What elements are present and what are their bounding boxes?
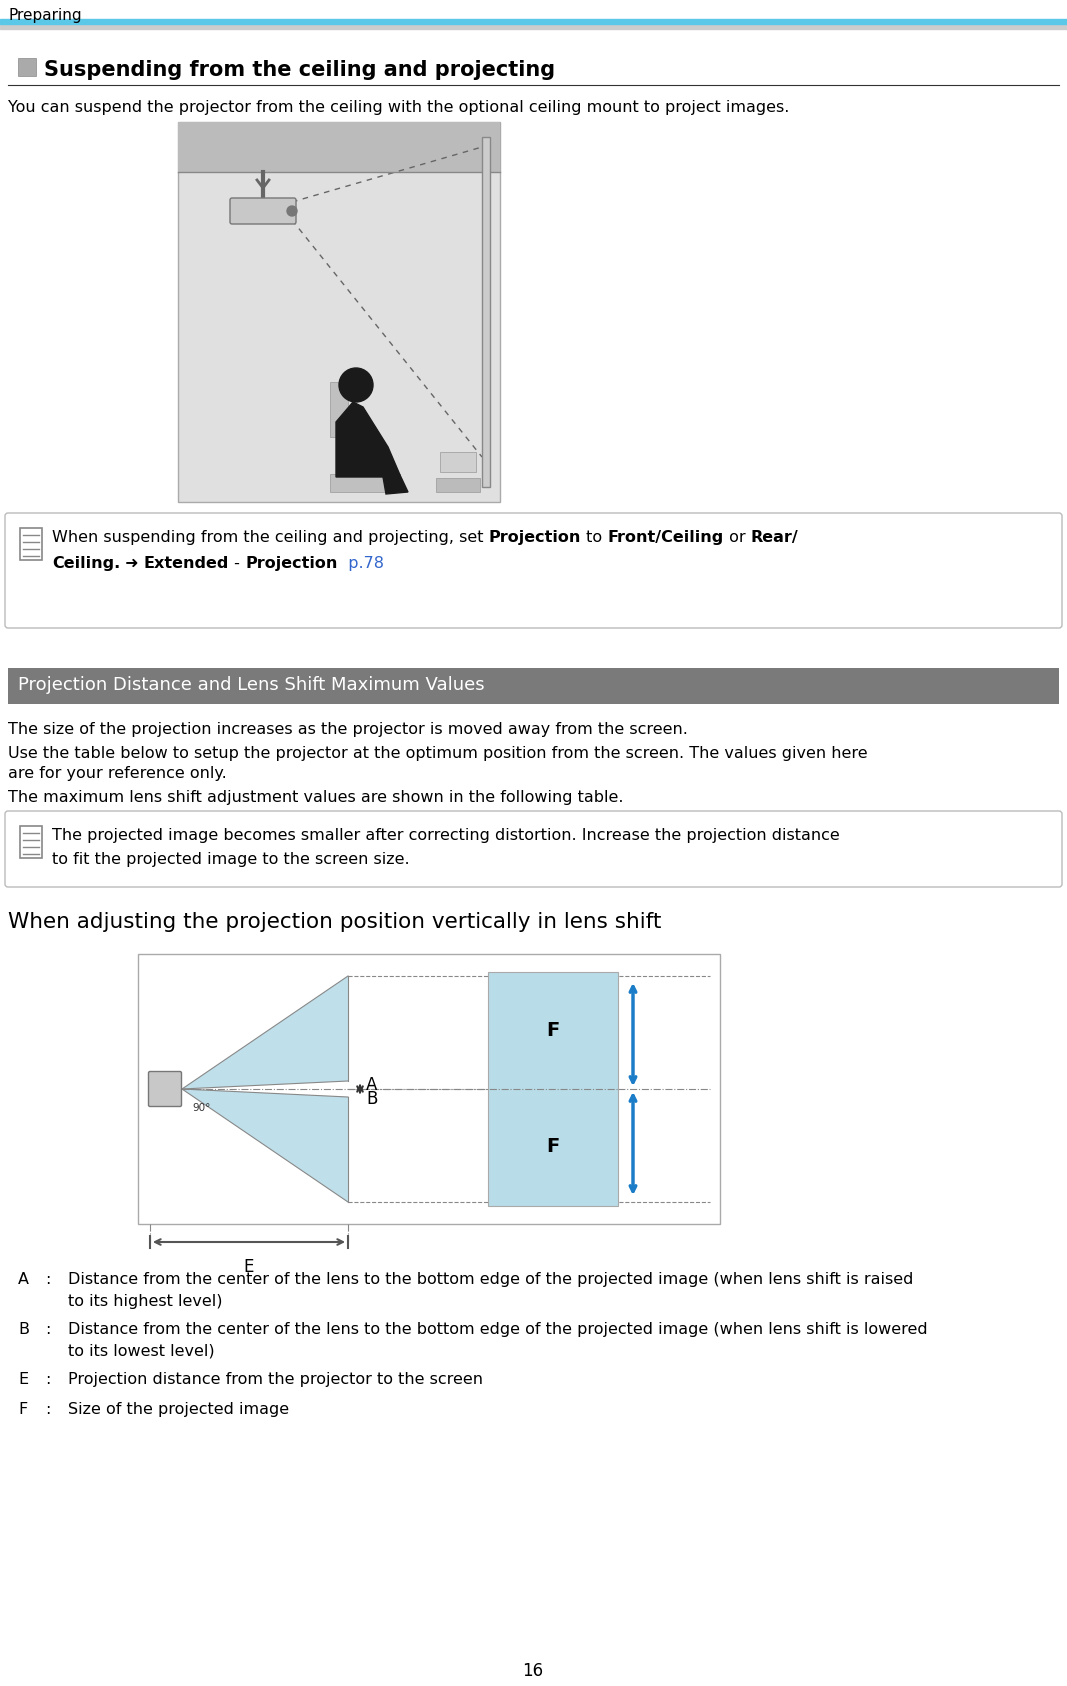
Bar: [0, 19, 1067, 24]
Bar: [0, 20, 1067, 29]
Text: Projection: Projection: [489, 529, 582, 545]
Text: ➜: ➜: [121, 556, 144, 572]
Bar: [330, 383, 348, 437]
Text: B: B: [18, 1322, 29, 1337]
Polygon shape: [182, 1089, 348, 1202]
Bar: [488, 973, 618, 1205]
Text: A: A: [18, 1271, 29, 1286]
FancyBboxPatch shape: [148, 1072, 181, 1106]
Polygon shape: [383, 475, 408, 494]
Text: 90°: 90°: [192, 1103, 210, 1113]
Circle shape: [287, 206, 297, 216]
Bar: [330, 474, 386, 492]
Text: :: :: [45, 1271, 50, 1286]
Text: When suspending from the ceiling and projecting, set: When suspending from the ceiling and pro…: [52, 529, 489, 545]
Text: Distance from the center of the lens to the bottom edge of the projected image (: Distance from the center of the lens to …: [68, 1322, 927, 1337]
Text: Preparing: Preparing: [7, 8, 81, 24]
Text: or: or: [723, 529, 750, 545]
Bar: [7, 668, 1060, 705]
Bar: [20, 528, 42, 560]
Text: F: F: [546, 1138, 559, 1157]
FancyBboxPatch shape: [5, 513, 1062, 627]
Bar: [482, 137, 490, 487]
Text: -: -: [229, 556, 245, 572]
Bar: [138, 954, 720, 1224]
Text: A: A: [366, 1076, 378, 1094]
Bar: [436, 479, 480, 492]
Text: 16: 16: [523, 1662, 543, 1679]
Text: Ceiling.: Ceiling.: [52, 556, 121, 572]
Text: Front/Ceiling: Front/Ceiling: [607, 529, 723, 545]
Text: When adjusting the projection position vertically in lens shift: When adjusting the projection position v…: [7, 912, 662, 932]
Text: Extended: Extended: [144, 556, 229, 572]
Text: The maximum lens shift adjustment values are shown in the following table.: The maximum lens shift adjustment values…: [7, 791, 623, 804]
Polygon shape: [182, 976, 348, 1089]
Text: to its highest level): to its highest level): [68, 1293, 223, 1308]
Text: are for your reference only.: are for your reference only.: [7, 765, 227, 781]
Text: Size of the projected image: Size of the projected image: [68, 1403, 289, 1416]
Text: p.78: p.78: [337, 556, 384, 572]
Text: Projection distance from the projector to the screen: Projection distance from the projector t…: [68, 1372, 483, 1388]
Text: to fit the projected image to the screen size.: to fit the projected image to the screen…: [52, 851, 410, 867]
Text: E: E: [18, 1372, 28, 1388]
Text: Projection: Projection: [245, 556, 337, 572]
Text: to its lowest level): to its lowest level): [68, 1344, 214, 1359]
Text: You can suspend the projector from the ceiling with the optional ceiling mount t: You can suspend the projector from the c…: [7, 99, 790, 115]
Polygon shape: [336, 401, 400, 477]
FancyBboxPatch shape: [230, 197, 296, 224]
Bar: [178, 121, 500, 172]
Text: F: F: [18, 1403, 28, 1416]
Text: Use the table below to setup the projector at the optimum position from the scre: Use the table below to setup the project…: [7, 745, 867, 760]
Text: The projected image becomes smaller after correcting distortion. Increase the pr: The projected image becomes smaller afte…: [52, 828, 840, 843]
Bar: [20, 826, 42, 858]
FancyBboxPatch shape: [5, 811, 1062, 887]
Text: :: :: [45, 1403, 50, 1416]
Text: Suspending from the ceiling and projecting: Suspending from the ceiling and projecti…: [44, 61, 555, 79]
Text: :: :: [45, 1322, 50, 1337]
Text: E: E: [244, 1258, 254, 1276]
Text: :: :: [45, 1372, 50, 1388]
Bar: [18, 57, 36, 76]
Text: Rear/: Rear/: [750, 529, 798, 545]
Text: to: to: [582, 529, 607, 545]
Text: B: B: [366, 1091, 378, 1108]
Text: F: F: [546, 1020, 559, 1040]
Text: Distance from the center of the lens to the bottom edge of the projected image (: Distance from the center of the lens to …: [68, 1271, 913, 1286]
Bar: [178, 121, 500, 502]
Circle shape: [339, 368, 373, 401]
Text: The size of the projection increases as the projector is moved away from the scr: The size of the projection increases as …: [7, 722, 688, 737]
Bar: [440, 452, 476, 472]
Text: Projection Distance and Lens Shift Maximum Values: Projection Distance and Lens Shift Maxim…: [18, 676, 484, 695]
